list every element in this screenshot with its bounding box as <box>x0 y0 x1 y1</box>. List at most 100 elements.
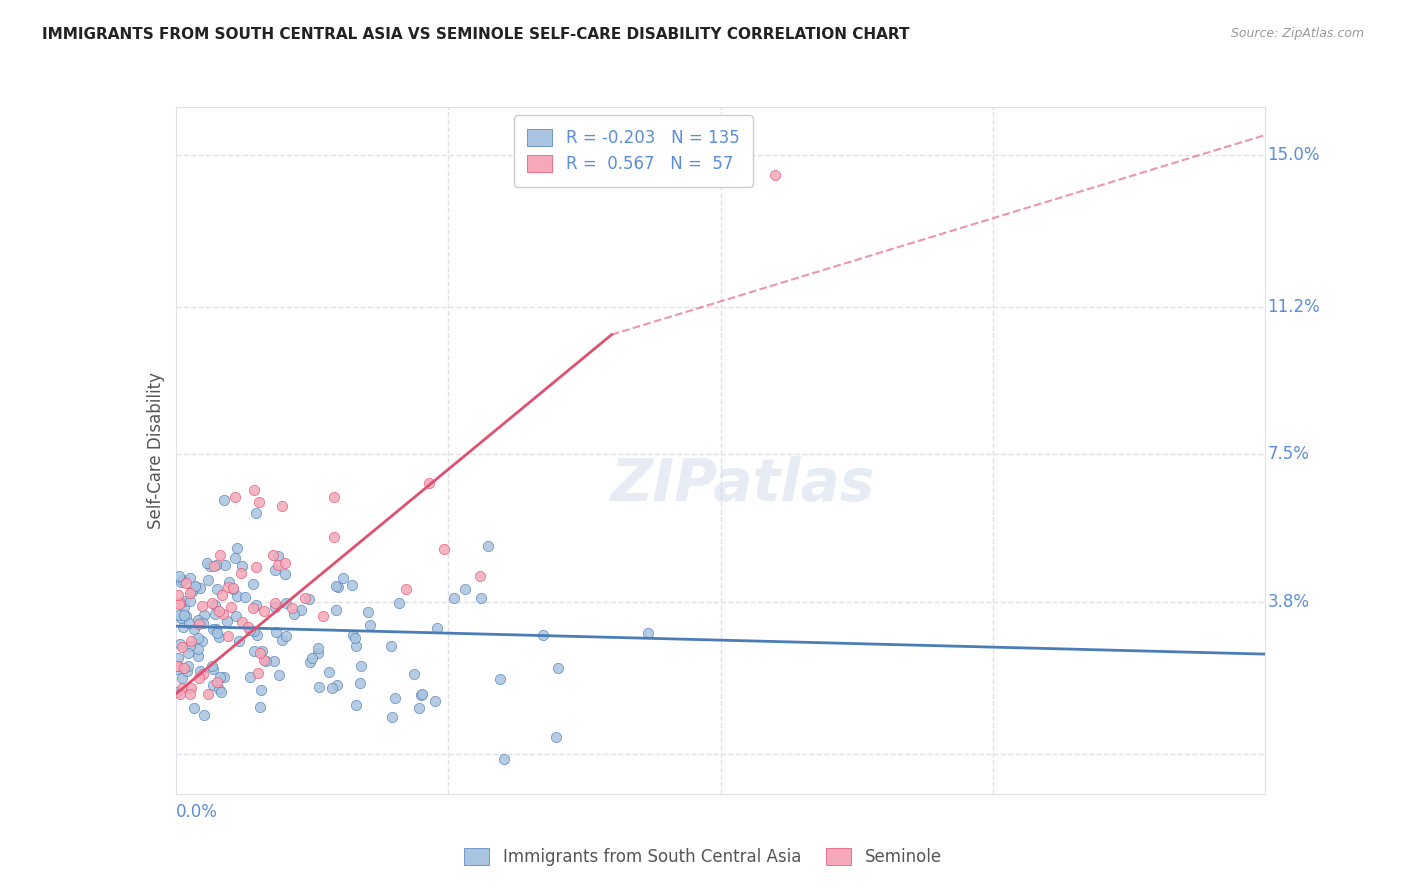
Point <box>224 490 246 504</box>
Point <box>167 588 190 602</box>
Point <box>188 671 211 685</box>
Point <box>270 500 292 514</box>
Point <box>225 608 247 623</box>
Point <box>328 580 350 594</box>
Point <box>212 493 235 508</box>
Point <box>193 708 215 723</box>
Point <box>205 558 228 573</box>
Point <box>271 632 294 647</box>
Point <box>425 693 447 707</box>
Point <box>214 558 236 573</box>
Point <box>254 654 277 668</box>
Point <box>188 664 211 678</box>
Point <box>418 475 440 490</box>
Point <box>249 646 271 660</box>
Point <box>274 567 297 582</box>
Point <box>207 625 229 640</box>
Point <box>274 629 297 643</box>
Point <box>207 631 229 645</box>
Point <box>342 578 364 592</box>
Point <box>180 633 202 648</box>
Point <box>249 700 271 714</box>
Point <box>433 542 456 557</box>
Point <box>267 667 290 681</box>
Point <box>283 607 305 621</box>
Point <box>274 556 297 570</box>
Point <box>177 659 200 673</box>
Point <box>179 640 201 654</box>
Point <box>224 550 246 565</box>
Point <box>357 605 380 619</box>
Text: IMMIGRANTS FROM SOUTH CENTRAL ASIA VS SEMINOLE SELF-CARE DISABILITY CORRELATION : IMMIGRANTS FROM SOUTH CENTRAL ASIA VS SE… <box>42 27 910 42</box>
Point <box>395 582 418 596</box>
Point <box>212 607 235 621</box>
Point <box>204 598 226 612</box>
Point <box>264 596 287 610</box>
Point <box>264 625 287 640</box>
Point <box>307 640 329 655</box>
Point <box>173 594 195 608</box>
Point <box>326 678 349 692</box>
Point <box>228 633 250 648</box>
Point <box>193 607 215 622</box>
Point <box>190 634 212 648</box>
Point <box>402 667 425 681</box>
Point <box>187 649 209 664</box>
Point <box>181 584 204 599</box>
Point <box>222 582 245 596</box>
Point <box>443 591 465 606</box>
Point <box>217 629 239 643</box>
Point <box>172 671 194 685</box>
Point <box>197 573 219 587</box>
Text: ZIPatlas: ZIPatlas <box>610 457 875 513</box>
Point <box>323 530 346 544</box>
Point <box>267 558 290 573</box>
Point <box>209 549 232 563</box>
Point <box>245 598 267 612</box>
Point <box>350 659 373 673</box>
Point <box>250 644 273 658</box>
Point <box>229 566 252 580</box>
Point <box>546 730 568 744</box>
Point <box>167 651 190 665</box>
Point <box>167 597 190 611</box>
Point <box>176 664 198 678</box>
Point <box>298 591 321 606</box>
Point <box>202 622 225 636</box>
Point <box>242 644 264 658</box>
Legend: R = -0.203   N = 135, R =  0.567   N =  57: R = -0.203 N = 135, R = 0.567 N = 57 <box>515 115 752 186</box>
Point <box>184 579 207 593</box>
Point <box>325 579 347 593</box>
Point <box>177 646 200 660</box>
Point <box>188 581 211 595</box>
Point <box>263 654 285 668</box>
Point <box>547 661 569 675</box>
Point <box>250 682 273 697</box>
Point <box>179 594 201 608</box>
Point <box>312 608 335 623</box>
Point <box>242 601 264 615</box>
Point <box>226 589 249 603</box>
Point <box>170 611 193 625</box>
Point <box>225 541 247 556</box>
Point <box>166 659 188 673</box>
Point <box>169 596 191 610</box>
Point <box>294 591 316 606</box>
Point <box>301 650 323 665</box>
Point <box>332 571 354 585</box>
Point <box>179 571 201 585</box>
Point <box>174 576 197 591</box>
Point <box>426 621 449 635</box>
Point <box>247 495 270 509</box>
Point <box>172 681 194 695</box>
Point <box>167 569 190 583</box>
Point <box>173 599 195 614</box>
Point <box>246 628 269 642</box>
Point <box>307 646 329 660</box>
Point <box>264 600 287 615</box>
Point <box>242 576 264 591</box>
Point <box>231 615 253 630</box>
Point <box>262 548 284 562</box>
Point <box>191 667 214 681</box>
Text: Source: ZipAtlas.com: Source: ZipAtlas.com <box>1230 27 1364 40</box>
